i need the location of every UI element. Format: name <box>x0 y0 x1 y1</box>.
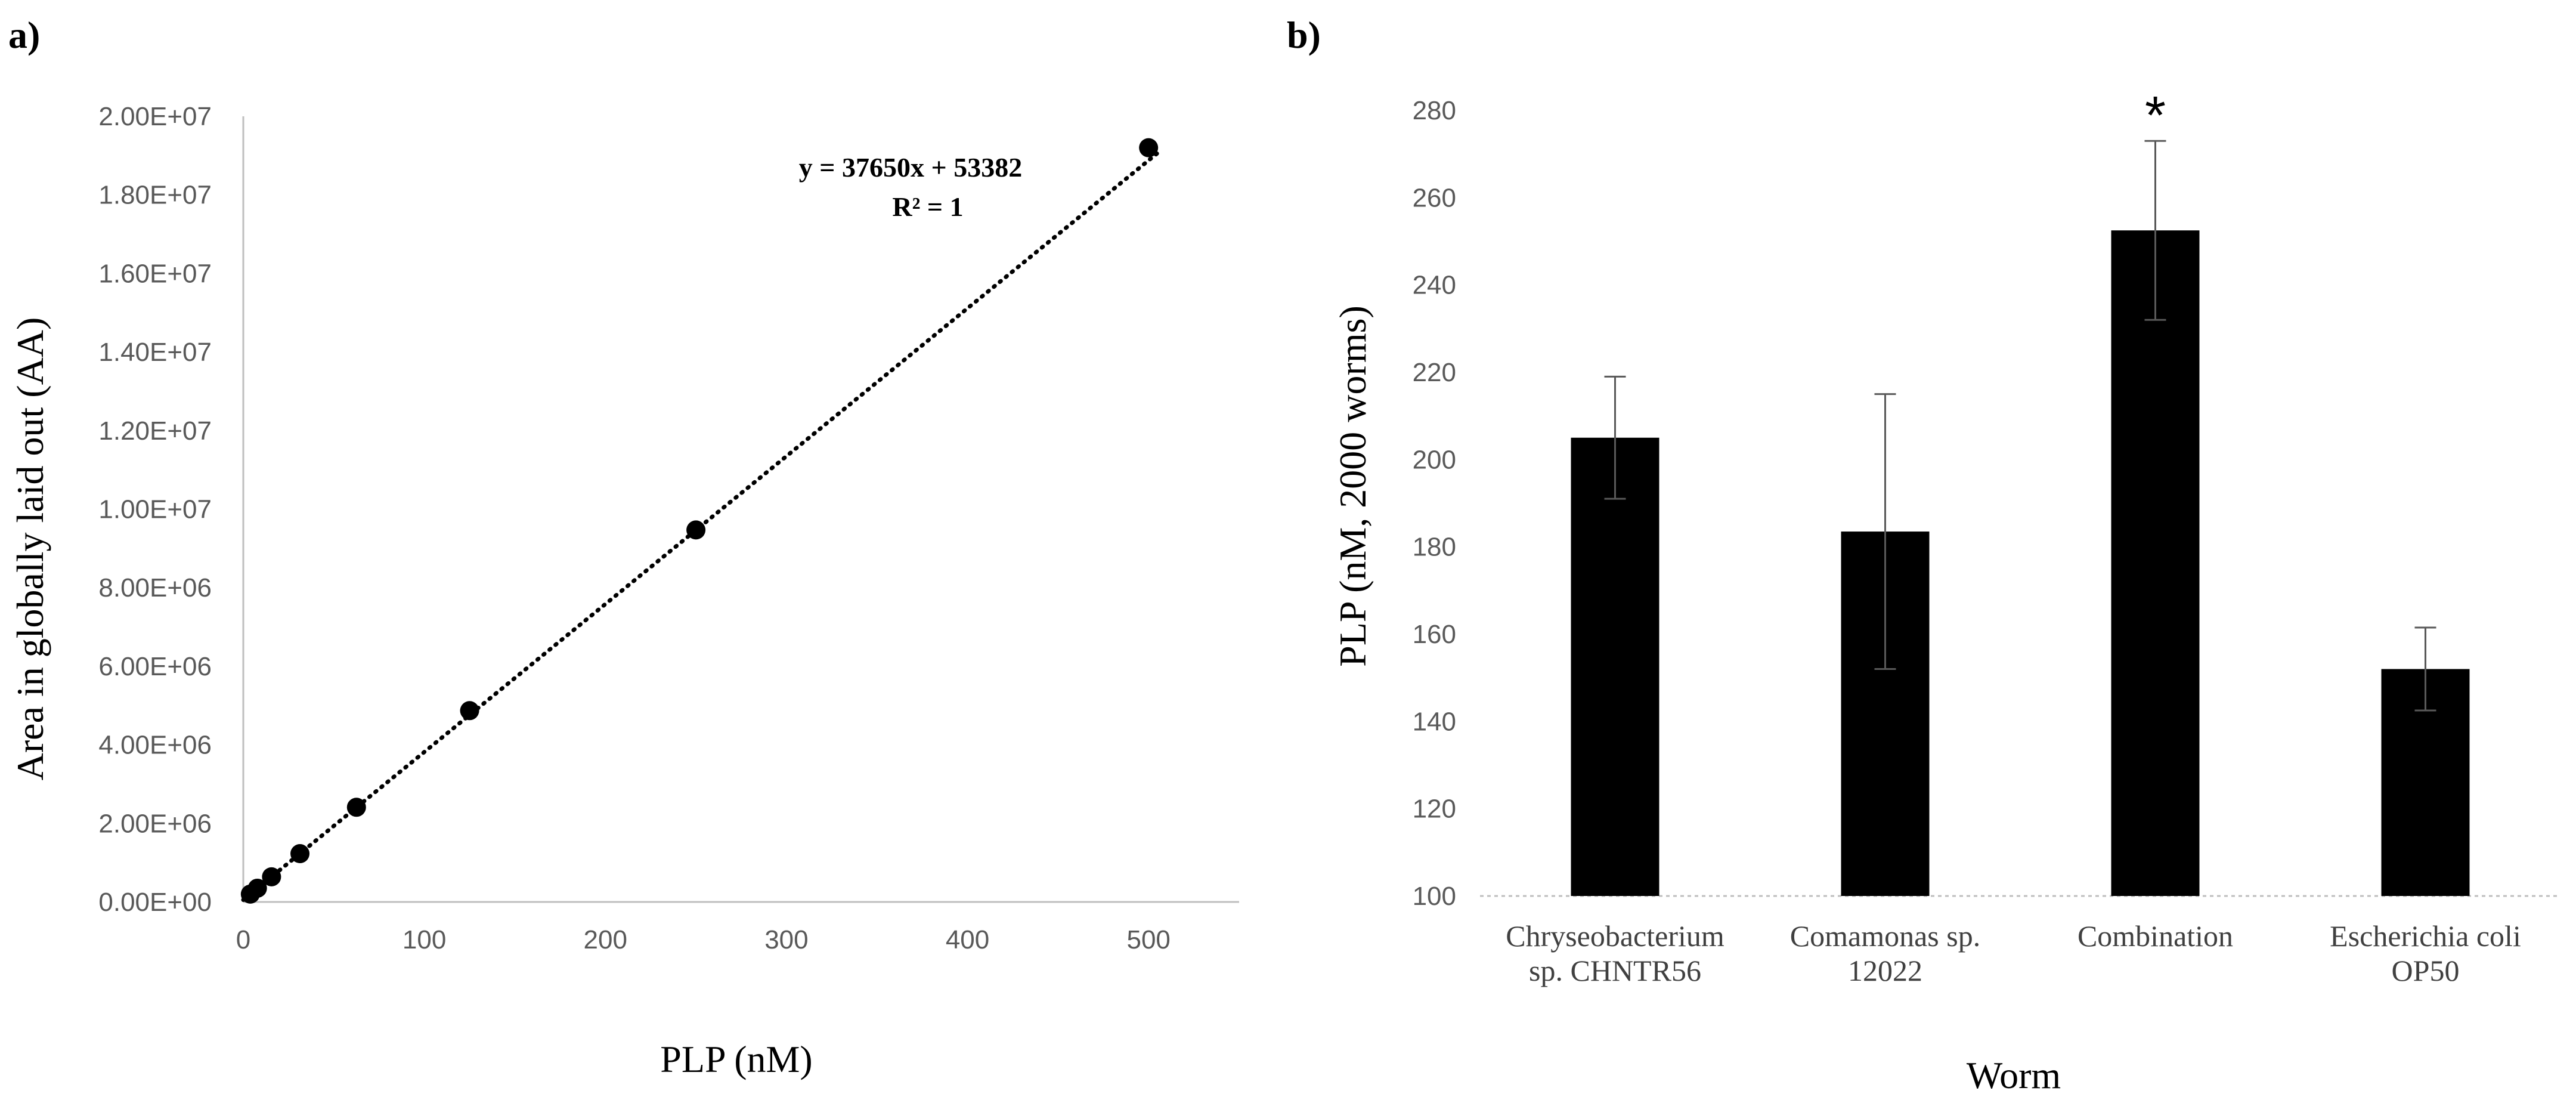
panel-a-y-tick-label: 2.00E+06 <box>98 809 212 838</box>
panel-b-category-label: Chryseobacterium <box>1506 919 1724 953</box>
panel-b-annotations: * <box>2145 86 2166 146</box>
panel-a-y-tick-label: 1.60E+07 <box>98 259 212 288</box>
panel-a-y-tick-label: 4.00E+06 <box>98 731 212 760</box>
panel-b-category-label: 12022 <box>1848 954 1922 987</box>
panel-a-x-ticks: 0 100 200 300 400 500 <box>236 925 1171 954</box>
panel-a-data-point <box>262 867 281 886</box>
panel-b-y-tick-label: 140 <box>1413 707 1456 736</box>
panel-b-category-label: OP50 <box>2392 954 2460 987</box>
panel-a-y-axis-title: Area in globally laid out (AA) <box>9 317 51 781</box>
panel-b-category-label: Combination <box>2077 919 2233 953</box>
panel-a-y-tick-label: 1.20E+07 <box>98 416 212 446</box>
panel-a-data-point <box>1139 138 1159 157</box>
panel-b-bar <box>2111 230 2200 896</box>
panel-b-significance-marker: * <box>2145 86 2166 146</box>
panel-a-x-tick-label: 500 <box>1126 925 1170 954</box>
panel-a-y-tick-label: 1.40E+07 <box>98 338 212 367</box>
panel-b-category-label: sp. CHNTR56 <box>1529 954 1701 987</box>
panel-a-data-point <box>290 844 310 864</box>
panel-b-y-tick-label: 200 <box>1413 445 1456 474</box>
panel-b-y-tick-label: 220 <box>1413 358 1456 387</box>
panel-a-y-tick-label: 1.00E+07 <box>98 495 212 524</box>
panel-a-data-point <box>247 878 267 898</box>
panel-b-error-bars <box>1604 140 2436 712</box>
panel-b-label: b) <box>1287 14 1321 56</box>
panel-a-x-tick-label: 400 <box>946 925 989 954</box>
panel-b-y-tick-label: 260 <box>1413 183 1456 212</box>
panel-a-y-tick-label: 1.80E+07 <box>98 181 212 210</box>
panel-a-y-tick-label: 8.00E+06 <box>98 573 212 602</box>
panel-a-x-tick-label: 100 <box>402 925 446 954</box>
panel-a-y-ticks: 0.00E+00 2.00E+06 4.00E+06 6.00E+06 8.00E+06… <box>98 102 212 917</box>
panel-a-r-squared: R² = 1 <box>892 191 963 222</box>
panel-a-y-tick-label: 0.00E+00 <box>98 888 212 917</box>
panel-b-bars <box>1571 230 2470 896</box>
panel-a-equation: y = 37650x + 53382 <box>799 152 1022 183</box>
panel-a-data-point <box>686 520 706 540</box>
panel-a-label: a) <box>8 14 40 56</box>
panel-b-x-axis-title: Worm <box>1967 1054 2061 1096</box>
panel-a-points <box>240 138 1159 904</box>
panel-a-data-point <box>346 798 366 817</box>
panel-b-y-tick-label: 240 <box>1413 271 1456 300</box>
panel-a-x-tick-label: 300 <box>764 925 808 954</box>
panel-b-y-tick-label: 180 <box>1413 533 1456 562</box>
panel-b-bar <box>1571 437 1659 896</box>
panel-a: a) 0.00E+00 2.00E+06 4.00E+06 6.00E+06 8.00E… <box>8 14 1239 1080</box>
panel-b-y-tick-label: 120 <box>1413 795 1456 824</box>
panel-b-category-label: Escherichia coli <box>2330 919 2521 953</box>
panel-b-y-tick-label: 100 <box>1413 882 1456 911</box>
panel-a-x-tick-label: 200 <box>584 925 627 954</box>
panel-b-y-tick-label: 160 <box>1413 620 1456 649</box>
panel-a-x-tick-label: 0 <box>236 925 250 954</box>
panel-b-y-ticks: 100 120 140 160 180 200 220 240 260 280 <box>1413 96 1456 911</box>
panel-a-y-tick-label: 6.00E+06 <box>98 652 212 681</box>
panel-a-y-tick-label: 2.00E+07 <box>98 102 212 131</box>
panel-b-y-axis-title: PLP (nM, 2000 worms) <box>1332 305 1374 667</box>
panel-a-data-point <box>460 701 479 721</box>
panel-b: b) 100 120 140 160 180 200 220 240 260 280 Chryse… <box>1287 14 2560 1096</box>
panel-b-category-label: Comamonas sp. <box>1790 919 1980 953</box>
panel-b-y-tick-label: 280 <box>1413 96 1456 125</box>
panel-a-x-axis-title: PLP (nM) <box>660 1038 812 1080</box>
